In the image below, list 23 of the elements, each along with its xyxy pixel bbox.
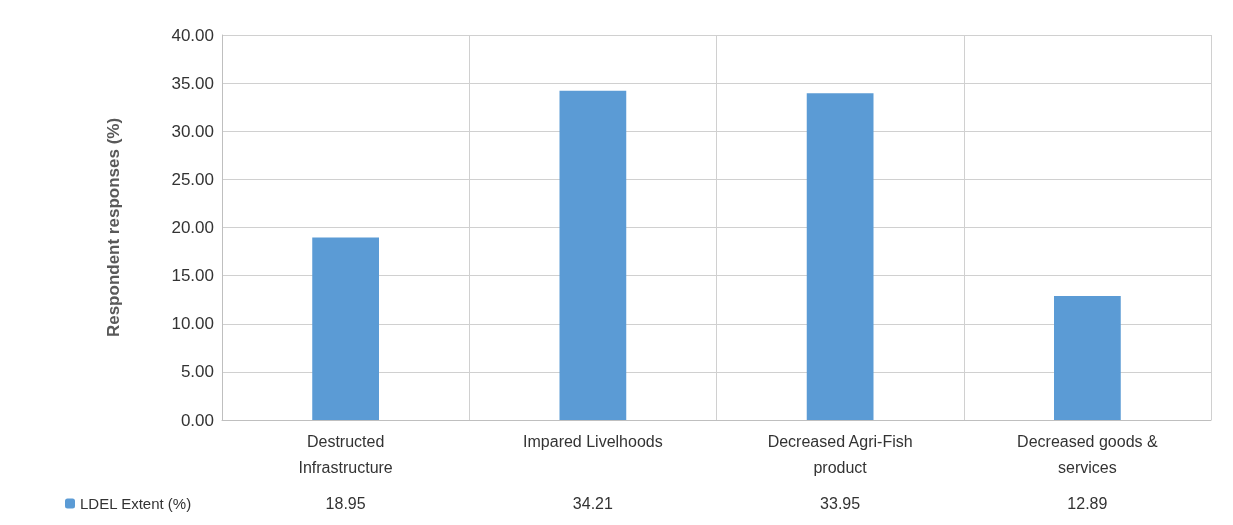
x-tick-label: Decreased goods & services [1017,432,1158,476]
x-tick-label: Destructed Infrastructure [298,432,393,476]
y-tick-label: 25.00 [171,169,214,189]
y-tick-label: 10.00 [171,314,214,334]
y-tick-label: 40.00 [171,25,214,45]
y-tick-label: 0.00 [180,410,214,430]
data-label: 18.95 [325,494,366,512]
bar [559,90,627,420]
data-label: 33.95 [820,494,861,512]
y-tick-label: 5.00 [180,362,214,382]
x-tick-label: Decreased Agri-Fish product [767,432,913,476]
bar [312,237,379,420]
y-tick-label: 30.00 [171,121,214,141]
y-axis-title: Respondent responses (%) [104,117,123,338]
data-label: 34.21 [572,494,613,512]
bar [806,93,874,420]
bar [1054,295,1121,420]
data-label: 12.89 [1067,494,1108,512]
x-tick-label: Impared Livelhoods [523,432,663,450]
y-tick-label: 20.00 [171,218,214,237]
legend-label: LDEL Extent (%) [80,495,192,512]
y-tick-label: 35.00 [171,73,214,93]
y-tick-label: 15.00 [171,266,214,286]
